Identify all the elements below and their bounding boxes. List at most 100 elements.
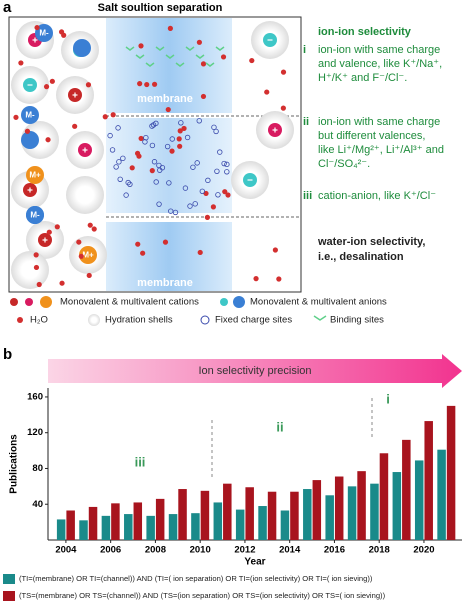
water bbox=[54, 224, 60, 230]
water bbox=[144, 81, 150, 88]
fixed-charge-site bbox=[184, 134, 191, 141]
water bbox=[220, 54, 227, 60]
y-tick-label: 160 bbox=[27, 391, 43, 402]
water bbox=[149, 168, 155, 174]
water bbox=[151, 81, 158, 87]
water bbox=[138, 135, 144, 142]
bar bbox=[101, 515, 111, 540]
selectivity-text: ion-ion selectivity i ion-ion with same ch… bbox=[303, 26, 444, 263]
binding-site bbox=[215, 46, 225, 51]
fixed-charge-site bbox=[221, 160, 227, 167]
water bbox=[138, 43, 144, 49]
y-tick-label: 120 bbox=[27, 427, 43, 438]
x-tick-label: 2012 bbox=[234, 545, 255, 556]
fixed-charge-site bbox=[159, 165, 166, 171]
ion-label: M- bbox=[30, 211, 40, 220]
numeral: ii bbox=[303, 116, 309, 128]
fixed-charge-site bbox=[143, 135, 149, 141]
fixed-charge-site bbox=[168, 208, 174, 214]
x-tick-label: 2018 bbox=[369, 545, 390, 556]
fixed-charge-site bbox=[215, 192, 221, 198]
ion-label: M+ bbox=[29, 171, 41, 180]
arrow bbox=[48, 354, 462, 388]
y-tick-label: 40 bbox=[32, 499, 43, 510]
fixed-charge-site bbox=[156, 201, 162, 207]
y-axis-label: Publications bbox=[9, 434, 20, 494]
item-line: but different valences, bbox=[318, 130, 425, 142]
fixed-charge-site bbox=[224, 169, 230, 175]
bar bbox=[446, 405, 456, 540]
binding-site bbox=[205, 62, 215, 67]
water bbox=[78, 253, 84, 259]
numeral: i bbox=[303, 44, 306, 56]
water bbox=[72, 123, 78, 129]
legend-label: Binding sites bbox=[330, 315, 384, 326]
item-line: like Li⁺/Mg²⁺, Li⁺/Al³⁺ and bbox=[318, 144, 444, 156]
binding-site bbox=[155, 46, 165, 51]
bar bbox=[111, 503, 120, 540]
fixed-charge-site bbox=[123, 192, 129, 198]
item-line: ion-ion with same charge bbox=[318, 116, 440, 128]
water bbox=[210, 204, 216, 210]
water bbox=[45, 137, 51, 143]
fixed-charge-site bbox=[196, 118, 202, 124]
water bbox=[222, 189, 228, 195]
water bbox=[177, 128, 183, 134]
fixed-charge-site bbox=[149, 142, 156, 149]
bar bbox=[402, 439, 411, 540]
fixed-charge-site bbox=[113, 164, 119, 170]
bar bbox=[79, 520, 88, 540]
water bbox=[33, 252, 39, 258]
water bbox=[280, 105, 286, 111]
arrow-label: Ion selectivity precision bbox=[198, 365, 311, 377]
x-axis-label: Year bbox=[244, 557, 265, 568]
water bbox=[177, 143, 183, 149]
water bbox=[129, 165, 135, 171]
binding-site bbox=[125, 46, 135, 51]
water-text: i.e., desalination bbox=[318, 251, 404, 263]
fixed-charge-site bbox=[149, 123, 155, 129]
fixed-charge-site bbox=[214, 168, 220, 174]
hydration-shell bbox=[11, 251, 49, 289]
multivalent-anion bbox=[21, 106, 39, 124]
bar bbox=[370, 483, 379, 540]
water bbox=[86, 272, 92, 279]
item-line: H⁺/K⁺ and F⁻/Cl⁻. bbox=[318, 72, 407, 84]
bar bbox=[191, 513, 200, 540]
binding-site bbox=[165, 54, 175, 59]
bar bbox=[280, 510, 290, 540]
water bbox=[13, 114, 19, 120]
fixed-charge-site bbox=[116, 159, 122, 165]
water bbox=[165, 106, 171, 113]
x-tick-label: 2020 bbox=[413, 545, 434, 556]
membrane bbox=[106, 118, 232, 213]
fixed-charge-site bbox=[217, 149, 223, 155]
water bbox=[58, 29, 65, 35]
water bbox=[134, 150, 141, 156]
multivalent-anion bbox=[35, 24, 53, 42]
bar bbox=[223, 483, 232, 540]
bar bbox=[155, 498, 165, 540]
bar bbox=[200, 490, 210, 540]
fixed-charge-site bbox=[125, 179, 131, 186]
fixed-charge-site bbox=[172, 209, 179, 216]
water bbox=[196, 39, 202, 45]
water bbox=[76, 239, 82, 245]
fixed-charge-site bbox=[169, 136, 175, 142]
binding-site bbox=[175, 62, 185, 67]
panel-label: a bbox=[3, 0, 12, 16]
region-label: i bbox=[386, 391, 390, 406]
ion-label: M+ bbox=[82, 251, 94, 260]
water bbox=[167, 25, 173, 31]
binding-site bbox=[145, 62, 155, 67]
water bbox=[110, 112, 116, 118]
bar bbox=[56, 519, 66, 540]
fixed-charge-site bbox=[107, 132, 113, 139]
bar bbox=[290, 491, 299, 540]
fixed-charge-site bbox=[166, 180, 172, 186]
fixed-charge-site bbox=[194, 160, 200, 166]
water bbox=[91, 226, 97, 232]
bar bbox=[267, 491, 277, 540]
water bbox=[249, 57, 255, 64]
bar bbox=[245, 487, 254, 540]
